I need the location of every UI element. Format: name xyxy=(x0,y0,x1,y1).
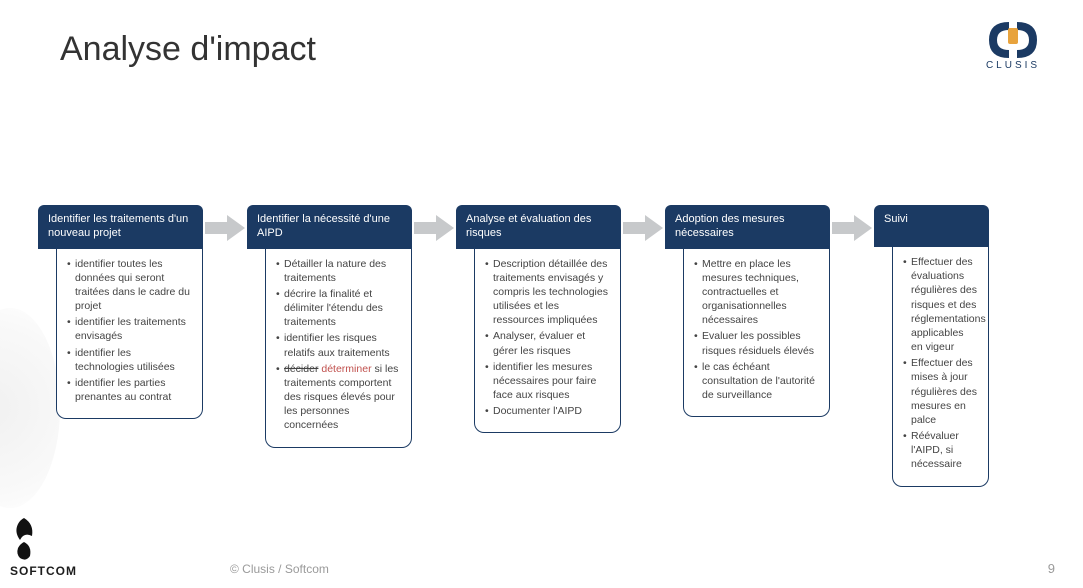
step-bullet: identifier toutes les données qui seront… xyxy=(67,257,192,314)
step-bullet: identifier les parties prenantes au cont… xyxy=(67,376,192,404)
clusis-logo: CLUSIS xyxy=(973,18,1053,71)
step-bullet: identifier les mesures nécessaires pour … xyxy=(485,360,610,403)
flow-step: Identifier les traitements d'un nouveau … xyxy=(38,205,203,419)
page-title: Analyse d'impact xyxy=(60,30,316,69)
step-bullet: Description détaillée des traitements en… xyxy=(485,257,610,328)
step-bullet: Détailler la nature des traitements xyxy=(276,257,401,285)
step-bullet: identifier les risques relatifs aux trai… xyxy=(276,331,401,359)
step-body: Effectuer des évaluations régulières des… xyxy=(892,247,989,487)
step-header: Identifier la nécessité d'une AIPD xyxy=(247,205,412,249)
step-bullet: décider déterminer si les traitements co… xyxy=(276,362,401,433)
step-bullet: le cas échéant consultation de l'autorit… xyxy=(694,360,819,403)
flowchart: Identifier les traitements d'un nouveau … xyxy=(38,205,1073,487)
step-header: Suivi xyxy=(874,205,989,247)
arrow-icon xyxy=(830,205,874,241)
flow-step: Adoption des mesures nécessaires Mettre e… xyxy=(665,205,830,417)
step-bullet: Mettre en place les mesures techniques, … xyxy=(694,257,819,328)
step-body: Description détaillée des traitements en… xyxy=(474,249,621,434)
step-bullet: identifier les traitements envisagés xyxy=(67,315,192,343)
step-bullet: Evaluer les possibles risques résiduels … xyxy=(694,329,819,357)
slide: Analyse d'impact CLUSIS Identifier les t… xyxy=(0,0,1083,588)
clusis-logo-icon xyxy=(983,18,1043,58)
page-number: 9 xyxy=(1048,561,1055,576)
step-bullet: Effectuer des mises à jour régulières de… xyxy=(903,356,978,427)
softcom-logo: SOFTCOM xyxy=(10,518,77,578)
step-body: identifier toutes les données qui seront… xyxy=(56,249,203,420)
softcom-logo-icon xyxy=(10,518,38,562)
flow-step: Analyse et évaluation des risques Descrip… xyxy=(456,205,621,433)
step-header: Adoption des mesures nécessaires xyxy=(665,205,830,249)
softcom-brand-text: SOFTCOM xyxy=(10,564,77,578)
step-bullet: Réévaluer l'AIPD, si nécessaire xyxy=(903,429,978,472)
footer-credit: © Clusis / Softcom xyxy=(230,562,329,576)
step-body: Mettre en place les mesures techniques, … xyxy=(683,249,830,418)
step-body: Détailler la nature des traitementsdécri… xyxy=(265,249,412,448)
step-bullet: identifier les technologies utilisées xyxy=(67,346,192,374)
clusis-brand-text: CLUSIS xyxy=(986,60,1040,71)
arrow-icon xyxy=(412,205,456,241)
step-bullet: Analyser, évaluer et gérer les risques xyxy=(485,329,610,357)
flow-step: Identifier la nécessité d'une AIPDDétail… xyxy=(247,205,412,448)
step-header: Identifier les traitements d'un nouveau … xyxy=(38,205,203,249)
step-bullet: Documenter l'AIPD xyxy=(485,404,610,418)
arrow-icon xyxy=(203,205,247,241)
step-bullet: décrire la finalité et délimiter l'étend… xyxy=(276,287,401,330)
flow-step: Suivi Effectuer des évaluations régulière… xyxy=(874,205,989,487)
arrow-icon xyxy=(621,205,665,241)
step-header: Analyse et évaluation des risques xyxy=(456,205,621,249)
step-bullet: Effectuer des évaluations régulières des… xyxy=(903,255,978,354)
